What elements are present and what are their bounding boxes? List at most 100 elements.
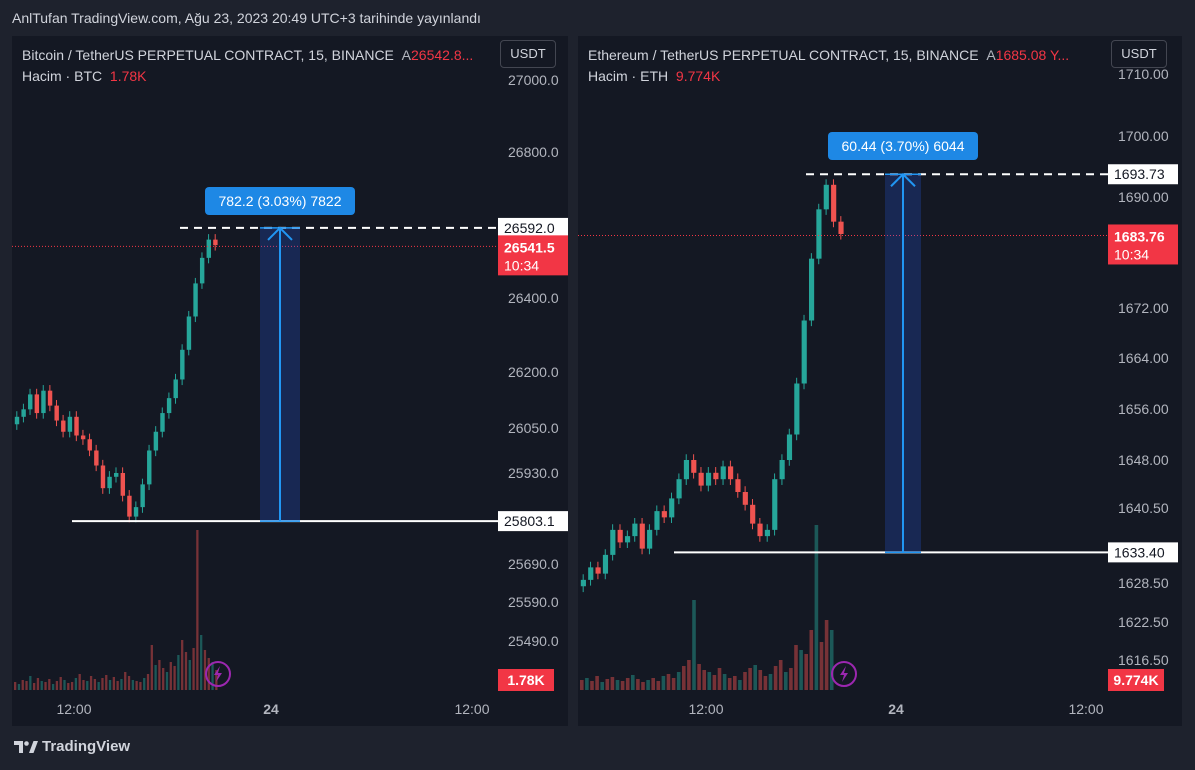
volume-bar (631, 675, 635, 690)
candle-body (617, 529, 623, 543)
btc-legend: Bitcoin / TetherUS PERPETUAL CONTRACT, 1… (22, 45, 473, 87)
candle-body (720, 466, 726, 480)
candle-body (639, 523, 645, 549)
candle-body (107, 476, 112, 489)
tradingview-logo[interactable]: TradingView (14, 738, 130, 755)
y-axis-tick: 1700.00 (1118, 128, 1169, 144)
volume-bar (620, 681, 625, 690)
candle-body (742, 492, 748, 505)
volume-bar (656, 681, 661, 690)
volume-bar (139, 682, 142, 690)
lightning-icon[interactable] (205, 661, 231, 687)
candle-body (831, 184, 837, 222)
eth-volume-label: Hacim · ETH (588, 68, 669, 84)
countdown-label: 10:34 (504, 257, 539, 273)
y-axis-tick: 1690.00 (1118, 189, 1169, 205)
volume-bar (184, 652, 188, 690)
btc-chart-pane[interactable]: 782.2 (3.03%) 7822 27000.0 26800.0 26400.0 2… (12, 36, 568, 726)
candle-body (120, 473, 126, 496)
volume-bar (70, 682, 74, 690)
candle-body (794, 383, 800, 435)
volume-bar (580, 680, 584, 690)
volume-bar (707, 672, 712, 690)
volume-bar (105, 675, 108, 690)
low-price-label: 1633.40 (1114, 544, 1165, 560)
volume-bar (188, 660, 191, 690)
volume-bar (25, 681, 28, 690)
candle-body (713, 472, 719, 480)
x-axis-tick: 12:00 (454, 701, 489, 717)
price-label-bg (1108, 164, 1178, 185)
volume-bar (595, 676, 599, 690)
volume-bar (636, 679, 640, 690)
btc-symbol-title[interactable]: Bitcoin / TetherUS PERPETUAL CONTRACT, 1… (22, 47, 394, 63)
volume-bar (203, 650, 207, 690)
candle-body (588, 567, 594, 580)
x-axis-tick: 24 (888, 701, 904, 717)
candle-body (186, 316, 192, 350)
volume-bar (804, 654, 808, 690)
volume-bar (829, 630, 834, 690)
volume-bar (789, 668, 793, 690)
volume-bar (824, 620, 829, 690)
arrow-head-icon (890, 172, 916, 187)
volume-bar (590, 681, 594, 690)
volume-bar (32, 683, 36, 690)
volume-bar (712, 675, 717, 690)
price-label-bg (498, 217, 568, 238)
y-axis-tick: 25490.0 (508, 633, 559, 649)
volume-price-label: 9.774K (1113, 672, 1158, 688)
volume-bar (40, 681, 43, 690)
y-axis-tick: 27000.0 (508, 72, 559, 88)
y-axis-tick: 1628.50 (1118, 575, 1169, 591)
volume-bar (67, 683, 70, 690)
volume-bar (215, 670, 218, 690)
candle-body (647, 529, 653, 549)
low-price-label: 25803.1 (504, 513, 555, 529)
y-axis-tick: 25590.0 (508, 594, 559, 610)
candle-body (632, 523, 638, 537)
measure-label-bg (828, 132, 978, 160)
volume-bar (753, 665, 757, 690)
volume-bar (661, 676, 666, 690)
eth-symbol-title[interactable]: Ethereum / TetherUS PERPETUAL CONTRACT, … (588, 47, 979, 63)
candle-body (94, 450, 99, 466)
volume-bar (116, 681, 119, 690)
high-price-label: 1693.73 (1114, 166, 1165, 182)
volume-bar (641, 682, 645, 690)
eth-chart-pane[interactable]: 60.44 (3.70%) 6044 1710.00 1700.00 1690.00 1… (578, 36, 1182, 726)
y-axis-tick: 1672.00 (1118, 300, 1169, 316)
volume-bar (687, 660, 691, 690)
candle-body (654, 511, 660, 530)
volume-bar (717, 668, 722, 690)
volume-bar (207, 658, 210, 690)
candle-body (698, 472, 704, 486)
candle-body (779, 460, 785, 480)
btc-chart-canvas[interactable]: 782.2 (3.03%) 7822 27000.0 26800.0 26400.0 2… (12, 36, 568, 726)
volume-bar (181, 640, 184, 690)
candle-body (14, 416, 20, 425)
volume-bar (135, 681, 138, 690)
eth-currency-button[interactable]: USDT (1111, 40, 1167, 68)
y-axis-tick: 1616.50 (1118, 652, 1169, 668)
candle-body (602, 554, 609, 574)
volume-bar (758, 670, 763, 690)
candle-body (28, 394, 33, 410)
volume-label-bg (498, 669, 554, 691)
volume-bar (86, 681, 89, 690)
lightning-icon[interactable] (831, 661, 857, 687)
volume-bar (124, 672, 127, 690)
y-axis-tick: 25690.0 (508, 556, 559, 572)
candle-body (580, 579, 586, 587)
last-price-label: 1683.76 (1114, 228, 1165, 244)
btc-currency-button[interactable]: USDT (500, 40, 556, 68)
volume-bar (93, 679, 97, 690)
tradingview-logo-text: TradingView (42, 738, 131, 755)
eth-chart-canvas[interactable]: 60.44 (3.70%) 6044 1710.00 1700.00 1690.00 1… (578, 36, 1182, 726)
volume-bar (150, 645, 153, 690)
candle-body (34, 394, 40, 414)
lightning-bolt-icon (840, 666, 848, 682)
candle-body (683, 460, 690, 480)
candle-body (166, 398, 172, 414)
x-axis-tick: 12:00 (56, 701, 91, 717)
